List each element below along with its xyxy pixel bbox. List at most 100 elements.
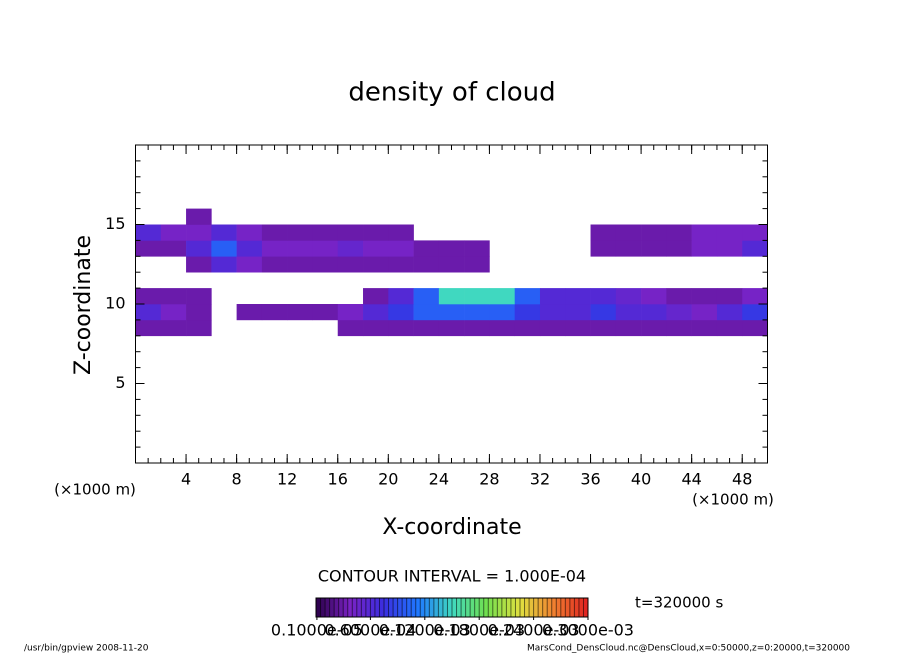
cell <box>565 304 591 321</box>
cell <box>287 304 313 321</box>
cell <box>312 224 339 241</box>
cell <box>186 240 212 257</box>
colorbar-swatch <box>574 598 580 617</box>
colorbar-swatch <box>515 598 521 617</box>
cell <box>135 240 162 257</box>
colorbar-swatch <box>361 598 367 617</box>
cell <box>186 224 212 241</box>
cell <box>160 240 187 257</box>
colorbar-swatch <box>529 598 535 617</box>
cell <box>666 319 692 337</box>
colorbar-frame <box>315 597 589 618</box>
colorbar-swatch <box>438 598 444 617</box>
cell <box>413 304 440 321</box>
cell <box>413 256 440 273</box>
x-axis-label: X-coordinate <box>382 515 521 540</box>
cell <box>363 304 389 321</box>
colorbar-swatch <box>510 598 516 617</box>
cell <box>211 224 237 241</box>
x-tick-label: 24 <box>429 470 449 489</box>
cell <box>590 304 617 321</box>
colorbar-swatch <box>415 598 421 617</box>
colorbar-swatch <box>352 598 358 617</box>
x-tick-label: 16 <box>328 470 348 489</box>
cell <box>135 304 162 321</box>
cell <box>413 319 440 337</box>
footer-right: MarsCond_DensCloud.nc@DensCloud,x=0:5000… <box>527 644 850 654</box>
cell <box>666 304 692 321</box>
colorbar-swatch <box>338 598 344 617</box>
cell <box>514 304 541 321</box>
colorbar-label: 0.1000e-05 <box>271 621 363 640</box>
x-tick-label: 48 <box>732 470 752 489</box>
cell <box>337 256 364 273</box>
colorbar-swatch <box>393 598 399 617</box>
colorbar-swatch <box>374 598 380 617</box>
cell <box>388 256 414 273</box>
x-tick-label: 4 <box>181 470 191 489</box>
cell <box>716 319 743 337</box>
colorbar-swatch <box>583 598 589 617</box>
cell <box>691 240 718 257</box>
cell <box>742 304 768 321</box>
colorbar-label: 0.3000e-03 <box>542 621 634 640</box>
cell <box>742 224 768 241</box>
colorbar-swatch <box>406 598 412 617</box>
cell <box>186 288 212 305</box>
cell <box>287 256 313 273</box>
x-tick-label: 36 <box>580 470 600 489</box>
colorbar-swatch <box>488 598 494 617</box>
cell <box>135 319 162 337</box>
cell <box>615 288 642 305</box>
colorbar-swatch <box>429 598 435 617</box>
colorbar-swatch <box>538 598 544 617</box>
cell <box>641 240 667 257</box>
cell <box>666 224 692 241</box>
cell <box>590 240 617 257</box>
cell <box>337 240 364 257</box>
cell <box>160 224 187 241</box>
colorbar-swatch <box>424 598 430 617</box>
cell <box>261 256 288 273</box>
colorbar-swatch <box>347 598 353 617</box>
colorbar-label: 0.2400e-03 <box>488 621 580 640</box>
colorbar-swatch <box>560 598 566 617</box>
cell <box>716 240 743 257</box>
colorbar-swatch <box>578 598 584 617</box>
cell <box>261 240 288 257</box>
cell <box>337 319 364 337</box>
cell <box>615 304 642 321</box>
cell <box>186 208 212 225</box>
colorbar-swatch <box>388 598 394 617</box>
cell <box>691 304 718 321</box>
colorbar-swatch <box>420 598 426 617</box>
chart-title: density of cloud <box>348 78 555 108</box>
cell <box>160 288 187 305</box>
cell <box>236 304 263 321</box>
cell <box>413 240 440 257</box>
cell <box>565 319 591 337</box>
cell <box>464 256 490 273</box>
colorbar-swatch <box>433 598 439 617</box>
colorbar-swatch <box>402 598 408 617</box>
colorbar-swatch <box>524 598 530 617</box>
colorbar-swatch <box>501 598 507 617</box>
cell <box>438 240 465 257</box>
y-tick-label: 10 <box>105 294 125 313</box>
cell <box>691 224 718 241</box>
cell <box>337 304 364 321</box>
cell <box>160 304 187 321</box>
cell <box>489 304 515 321</box>
colorbar-swatch <box>479 598 485 617</box>
x-tick-label: 32 <box>530 470 550 489</box>
cell <box>641 288 667 305</box>
cell <box>388 319 414 337</box>
cell <box>287 240 313 257</box>
colorbar-swatch <box>497 598 503 617</box>
x-tick-label: 12 <box>277 470 297 489</box>
cell <box>539 319 566 337</box>
cell <box>565 288 591 305</box>
cell <box>135 224 162 241</box>
cell <box>464 304 490 321</box>
y-unit: (×1000 m) <box>54 481 136 499</box>
